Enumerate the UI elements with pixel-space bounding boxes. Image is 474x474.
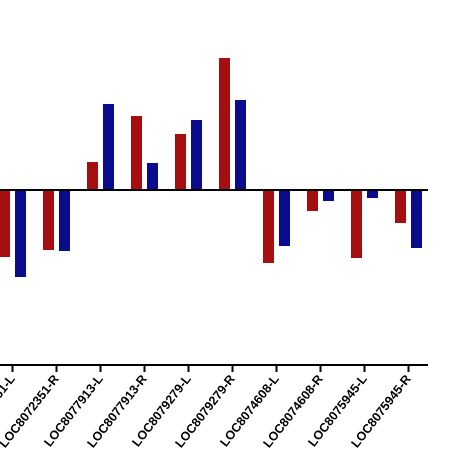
bar [351,190,362,258]
bar [147,163,158,190]
bar [279,190,290,246]
bar [43,190,54,250]
bar [87,162,98,190]
bar [59,190,70,251]
bar [307,190,318,211]
bar [103,104,114,190]
bar [219,58,230,190]
bar [0,190,10,257]
bar [175,134,186,190]
bar [235,100,246,190]
bar [395,190,406,223]
bar [323,190,334,201]
bar [367,190,378,198]
bar [411,190,422,248]
bar [191,120,202,190]
bar [263,190,274,263]
bar [15,190,26,277]
bar [131,116,142,190]
